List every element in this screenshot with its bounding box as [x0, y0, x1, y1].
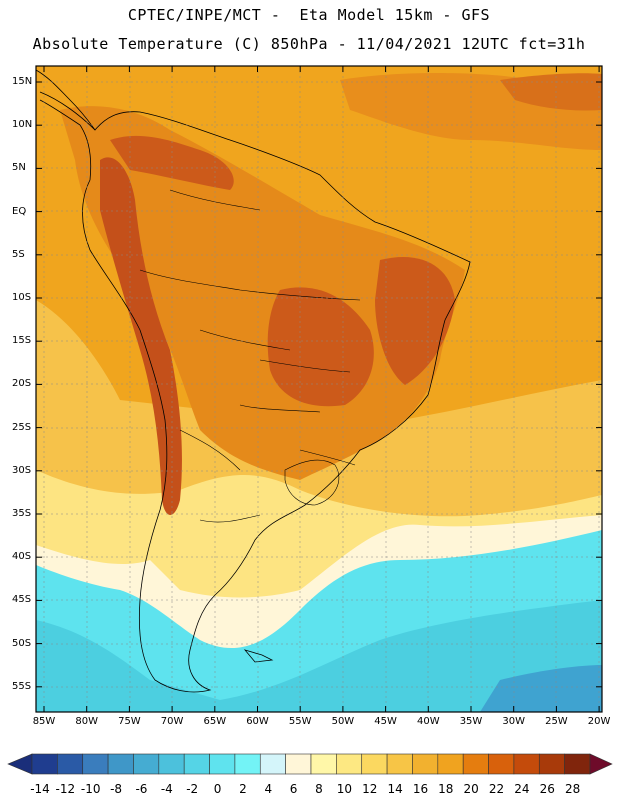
colorbar-tick-label: 10 [336, 782, 352, 796]
latitude-label: 5N [12, 162, 26, 174]
colorbar-tick-label: 2 [239, 782, 247, 796]
longitude-label: 65W [203, 716, 227, 727]
colorbar-tick-label: 16 [412, 782, 429, 796]
uruguay-border [284, 459, 340, 506]
latitude-label: 45S [12, 594, 32, 606]
colorbar-cell [386, 753, 413, 775]
latitude-label: 10S [12, 292, 32, 303]
latitude-label: 40S [12, 551, 32, 563]
longitude-label: 30W [502, 716, 525, 727]
longitude-label: 80W [75, 716, 98, 727]
latitude-label: 55S [12, 680, 32, 692]
colorbar-cell [361, 753, 388, 775]
colorbar-cell [183, 753, 210, 775]
longitude-label: 35W [459, 716, 483, 727]
colorbar-tick-label: -10 [80, 782, 101, 796]
map-frame [35, 65, 603, 713]
colorbar-tick-label: 20 [463, 782, 479, 796]
colorbar-low-arrow [7, 753, 33, 775]
graticule [36, 66, 602, 712]
colorbar-tick-label: -12 [55, 782, 76, 796]
colorbar-tick-label: 28 [564, 782, 581, 796]
axis-ticks [36, 66, 602, 712]
coldest-region [480, 665, 602, 712]
colorbar-tick-label: 6 [289, 782, 298, 796]
colorbar-tick-label: 22 [488, 782, 505, 796]
latitude-label: 15S [12, 335, 32, 347]
colorbar-tick-label: 0 [213, 782, 222, 796]
colorbar-cell [133, 753, 160, 775]
atlantic-hot-patch [500, 73, 602, 111]
andes-hot [100, 157, 182, 516]
latitude-label: 15N [12, 76, 33, 87]
central-america-coast [36, 69, 96, 131]
map-title-line2: Absolute Temperature (C) 850hPa - 11/04/… [32, 35, 586, 53]
colorbar-tick-label: 8 [315, 782, 323, 796]
colorbar-cell [82, 753, 109, 775]
latitude-label: 50S [12, 637, 32, 649]
colorbar-cell [158, 753, 185, 775]
colorbar-tick-label: -6 [135, 782, 148, 796]
colorbar-cell [437, 753, 464, 775]
colorbar-tick-label: 14 [387, 782, 403, 796]
latitude-label: 10N [12, 119, 33, 131]
colorbar-tick-label: 26 [539, 782, 555, 796]
longitude-label: 85W [32, 716, 56, 727]
colorbar-tick-label: 18 [438, 782, 454, 796]
colorbar-tick-label: -8 [110, 782, 123, 796]
longitude-label: 20W [587, 716, 611, 727]
colorbar-cell [209, 753, 236, 775]
colorbar-tick-label: -14 [30, 782, 50, 796]
latitude-label: 5S [12, 248, 25, 260]
longitude-label: 75W [118, 716, 141, 727]
colorbar-cell [107, 753, 134, 775]
colorbar-cell [538, 753, 565, 775]
colorbar-cell [285, 753, 312, 775]
latitude-label: EQ [12, 205, 27, 217]
longitude-label: 25W [545, 716, 568, 727]
colorbar-tick-label: 12 [362, 782, 378, 796]
colorbar-tick-label: 24 [514, 782, 530, 796]
colorbar-cell [57, 753, 84, 775]
latitude-label: 35S [12, 508, 32, 519]
longitude-label: 70W [160, 716, 184, 727]
colorbar-cell [336, 753, 363, 775]
colorbar-cell [412, 753, 439, 775]
longitude-label: 60W [246, 716, 269, 727]
latitude-label: 20S [12, 378, 32, 390]
colorbar-tick-label: -2 [186, 782, 199, 796]
colorbar-cell [234, 753, 261, 775]
falklands [243, 649, 274, 663]
map-title-line1: CPTEC/INPE/MCT - Eta Model 15km - GFS [127, 6, 491, 24]
colorbar [7, 753, 613, 775]
colorbar-cell [31, 753, 58, 775]
colorbar-high-arrow [589, 753, 613, 775]
continent-hot-east [375, 256, 455, 385]
colorbar-cell [259, 753, 286, 775]
colorbar-cell [310, 753, 337, 775]
latitude-label: 25S [12, 421, 32, 433]
colorbar-tick-label: -4 [160, 782, 173, 796]
longitude-label: 40W [416, 716, 440, 727]
south-america-coastline [39, 91, 471, 693]
temperature-field [36, 66, 602, 712]
continent-hot-central [267, 287, 374, 407]
colorbar-cell [564, 753, 591, 775]
longitude-label: 55W [288, 716, 312, 727]
colder-region [36, 600, 602, 712]
latitude-label: 30S [12, 464, 32, 476]
colorbar-cell [513, 753, 540, 775]
colorbar-cell [488, 753, 515, 775]
colorbar-cell [462, 753, 489, 775]
longitude-label: 50W [331, 716, 355, 727]
longitude-label: 45W [374, 716, 397, 727]
colorbar-tick-label: 4 [264, 782, 273, 796]
